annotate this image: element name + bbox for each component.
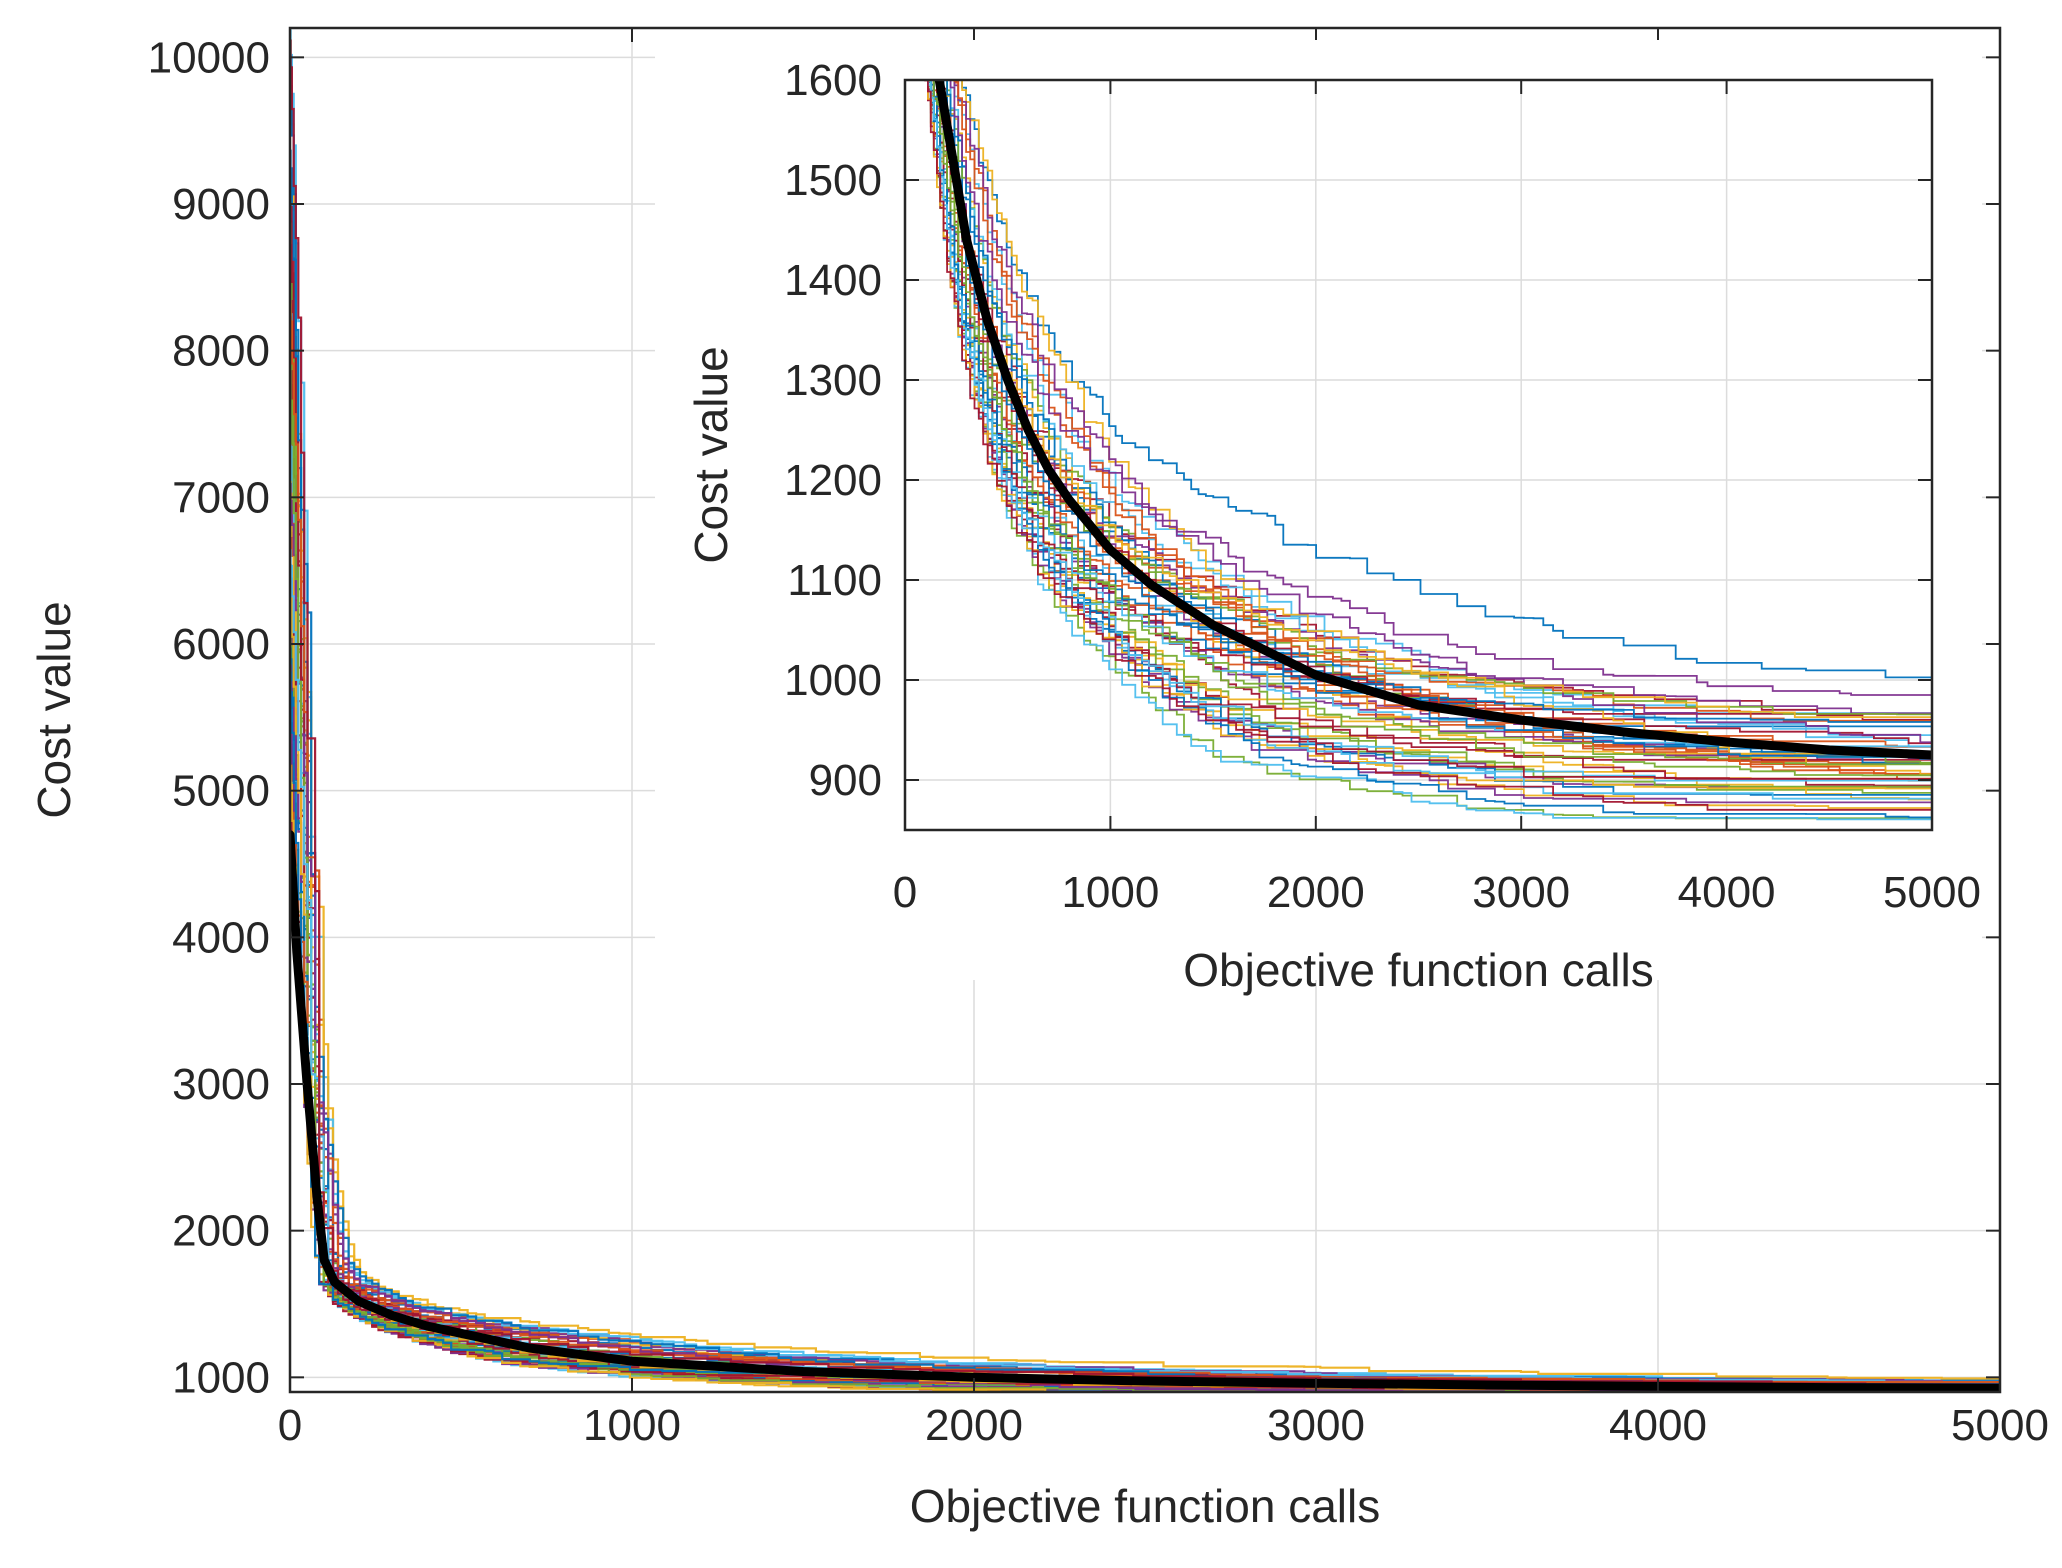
inset-x-tick-label-0: 0 [893, 868, 917, 917]
main-x-tick-label-0: 0 [278, 1401, 302, 1450]
main-x-axis-label: Objective function calls [910, 1480, 1380, 1532]
main-y-axis-label: Cost value [28, 601, 80, 818]
inset-run-lines [924, 80, 1932, 821]
inset-background [655, 40, 1982, 980]
main-run-line-38 [290, 764, 1196, 1392]
inset-x-tick-label-1: 1000 [1061, 868, 1159, 917]
main-mean-line [290, 830, 2000, 1392]
inset-run-line-46 [949, 80, 1932, 703]
inset-chart: 0 1000 2000 3000 4000 5000 900 1000 1100 1200 1300… [655, 40, 1982, 996]
inset-run-line-28 [927, 80, 1932, 715]
main-y-tick-label-1: 2000 [172, 1207, 270, 1256]
inset-y-axis-label: Cost value [685, 346, 737, 563]
inset-x-tick-label-2: 2000 [1267, 868, 1365, 917]
inset-run-line-33 [936, 80, 1932, 716]
inset-x-tick-label-5: 5000 [1883, 868, 1981, 917]
inset-y-tick-label-1: 1000 [784, 656, 882, 705]
inset-run-line-49 [924, 80, 1932, 780]
main-y-tick-label-7: 8000 [172, 327, 270, 376]
inset-x-tick-label-3: 3000 [1472, 868, 1570, 917]
main-x-tick-label-5: 5000 [1951, 1401, 2049, 1450]
inset-x-axis-label: Objective function calls [1183, 944, 1653, 996]
main-y-tick-label-0: 1000 [172, 1353, 270, 1402]
main-axes-frame [288, 26, 2002, 1394]
main-y-tick-label-5: 6000 [172, 620, 270, 669]
inset-run-line-22 [946, 80, 1932, 766]
main-y-tick-label-2: 3000 [172, 1060, 270, 1109]
inset-y-tick-label-3: 1200 [784, 456, 882, 505]
main-run-line-49 [290, 39, 2000, 1386]
main-x-tick-label-3: 3000 [1267, 1401, 1365, 1450]
inset-run-line-43 [929, 80, 1932, 723]
inset-run-line-24 [927, 80, 1932, 755]
inset-y-tick-label-6: 1500 [784, 156, 882, 205]
main-ticks: 0 1000 2000 3000 4000 50001000200030004000500… [148, 28, 2049, 1450]
inset-run-line-1 [961, 80, 1932, 679]
inset-run-line-48 [927, 80, 1932, 782]
main-x-tick-label-4: 4000 [1609, 1401, 1707, 1450]
inset-run-line-38 [961, 80, 1932, 776]
inset-mean-line [934, 80, 1932, 760]
inset-ticks: 0 1000 2000 3000 4000 5000 900 1000 1100 1200 1300… [784, 56, 1981, 917]
main-y-tick-label-3: 4000 [172, 913, 270, 962]
inset-axes-frame [903, 78, 1934, 832]
main-run-line-31 [290, 312, 2000, 1380]
inset-run-line-47 [932, 80, 1932, 777]
inset-run-line-39 [953, 80, 1932, 744]
main-y-tick-label-8: 9000 [172, 180, 270, 229]
inset-y-tick-label-5: 1400 [784, 256, 882, 305]
main-x-tick-label-2: 2000 [925, 1401, 1023, 1450]
main-y-tick-label-6: 7000 [172, 473, 270, 522]
inset-y-tick-label-7: 1600 [784, 56, 882, 105]
main-x-tick-label-1: 1000 [583, 1401, 681, 1450]
inset-run-line-36 [929, 80, 1932, 819]
inset-x-tick-label-4: 4000 [1678, 868, 1776, 917]
inset-y-tick-label-2: 1100 [787, 556, 882, 605]
main-y-tick-label-4: 5000 [172, 767, 270, 816]
main-y-tick-label-9: 10000 [148, 33, 270, 82]
inset-y-tick-label-4: 1300 [784, 356, 882, 405]
inset-y-tick-label-0: 900 [809, 756, 882, 805]
